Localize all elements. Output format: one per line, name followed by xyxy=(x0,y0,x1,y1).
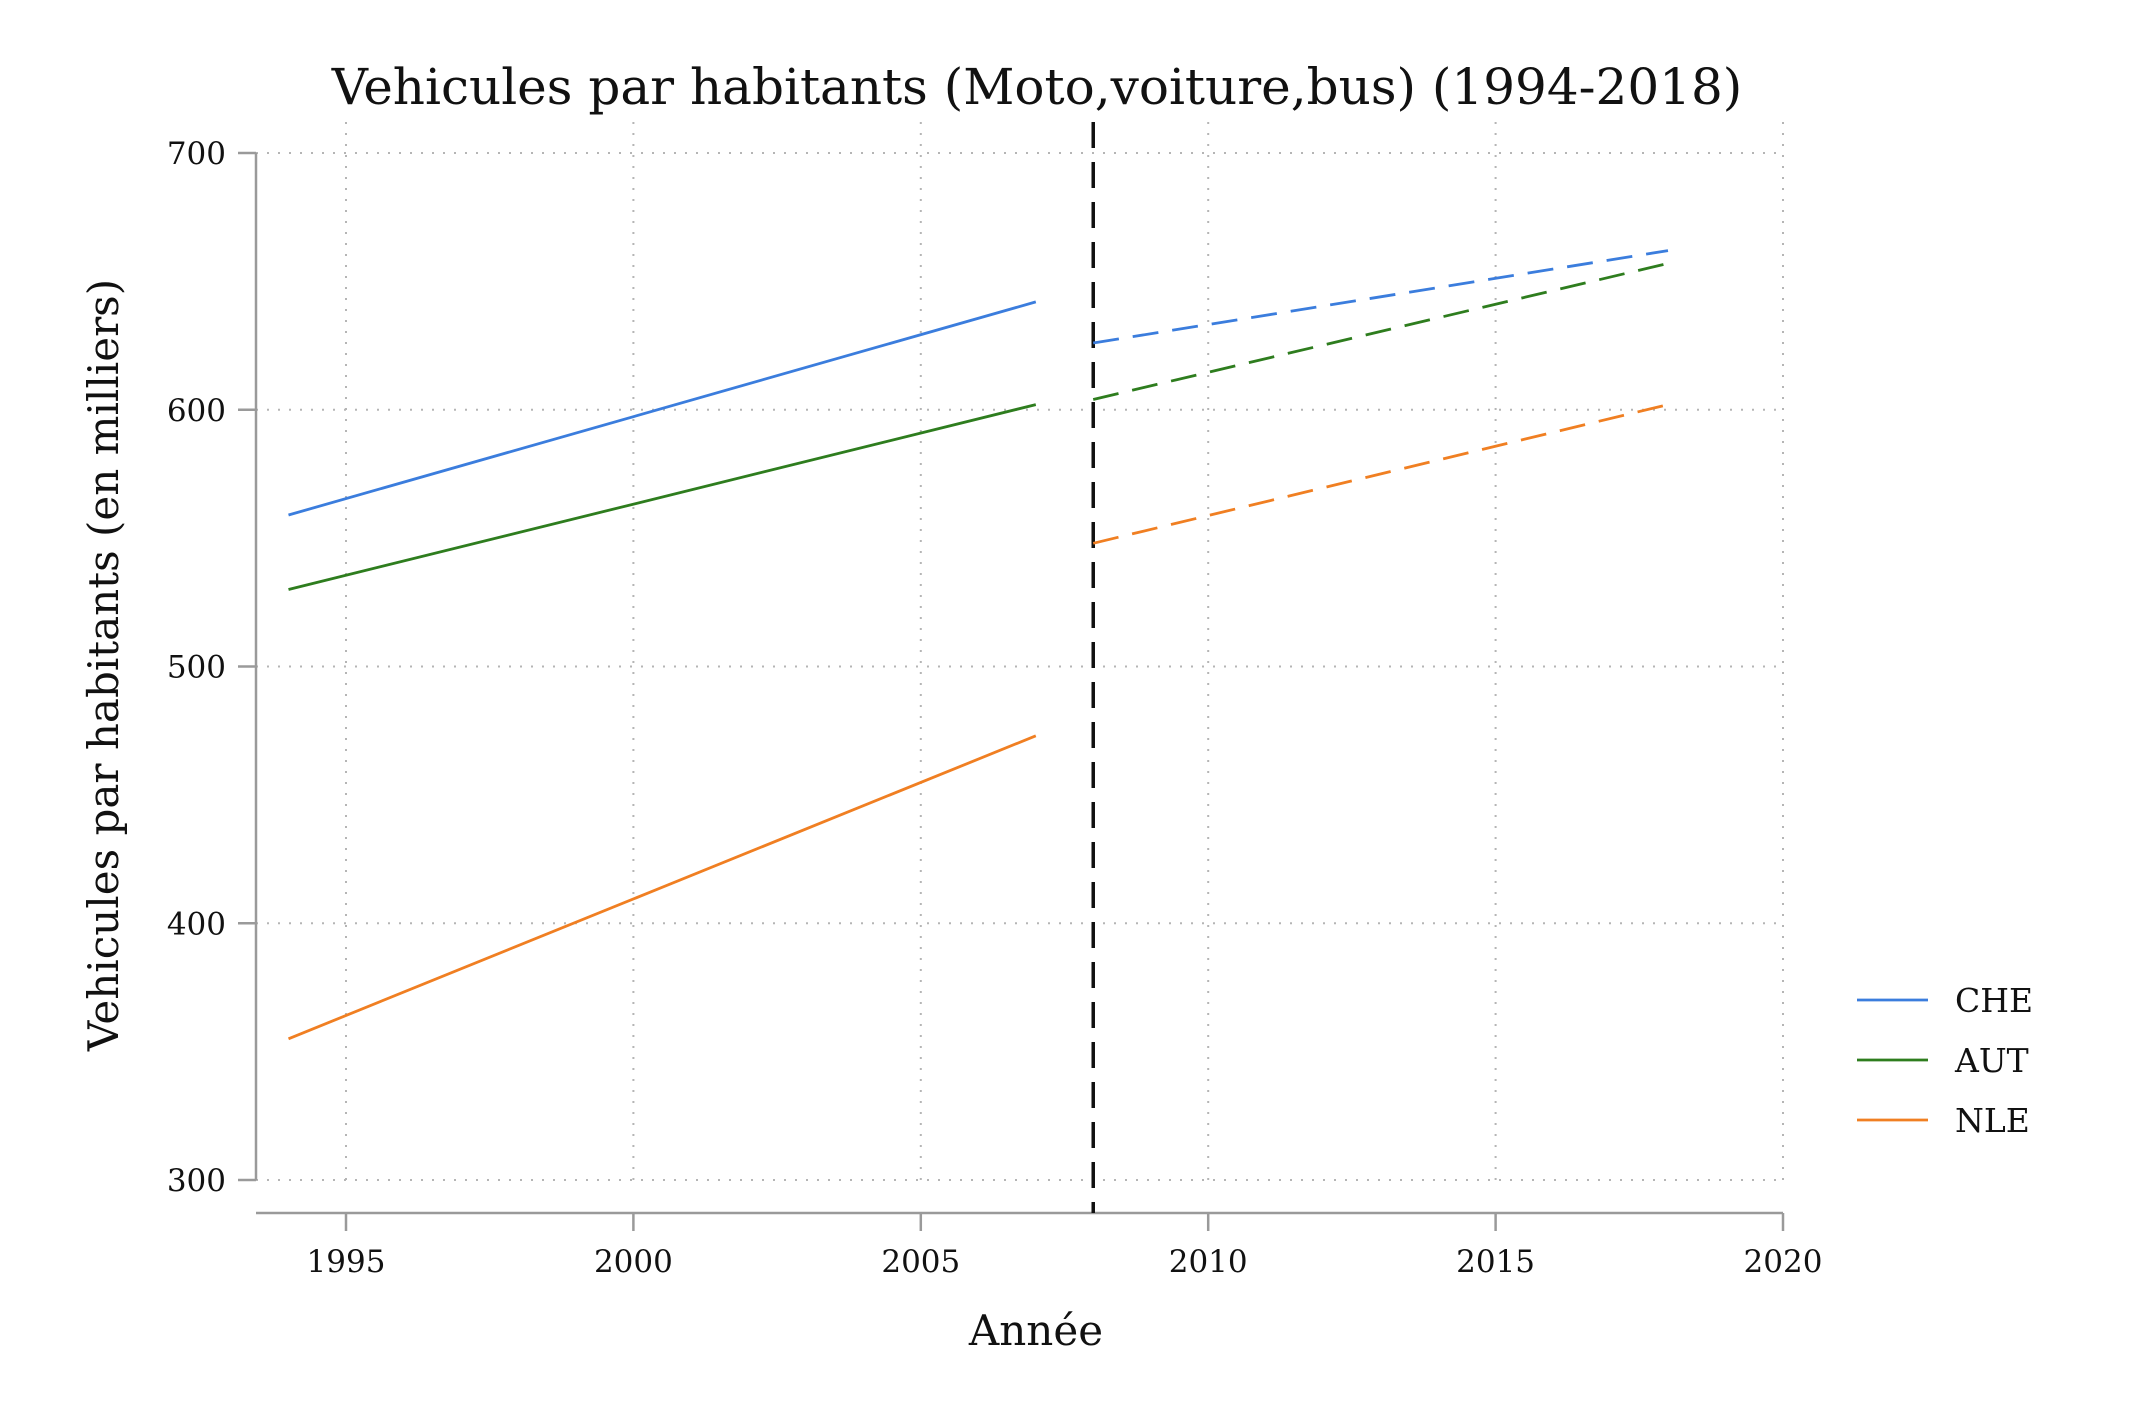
series-line-che-solid xyxy=(288,300,1037,517)
legend-label: CHE xyxy=(1955,981,2033,1020)
legend: CHE AUT NLE xyxy=(1857,981,2033,1140)
x-tick-label: 2000 xyxy=(594,1244,673,1280)
legend-label: AUT xyxy=(1954,1041,2029,1080)
y-tick-label: 300 xyxy=(167,1163,226,1199)
series-line-aut-solid xyxy=(288,403,1037,591)
y-tick-label: 600 xyxy=(167,393,226,429)
series-line-nle-solid xyxy=(287,734,1037,1041)
y-axis-title: Vehicules par habitants (en milliers) xyxy=(79,279,128,1052)
legend-label: NLE xyxy=(1955,1101,2030,1140)
x-tick-label: 2020 xyxy=(1744,1244,1823,1280)
series-line-che-dashed xyxy=(1092,249,1669,345)
x-tick-label: 2010 xyxy=(1169,1244,1248,1280)
x-tick-label: 1995 xyxy=(307,1244,386,1280)
x-ticks: 1995 2000 2005 2010 2015 2020 xyxy=(307,1213,1823,1280)
axes xyxy=(254,153,1783,1215)
chart-title: Vehicules par habitants (Moto,voiture,bu… xyxy=(331,58,1743,116)
y-tick-label: 500 xyxy=(167,650,226,686)
grid xyxy=(256,122,1784,1181)
x-tick-label: 2005 xyxy=(881,1244,960,1280)
series xyxy=(287,249,1669,1041)
y-tick-label: 700 xyxy=(167,136,226,172)
x-tick-label: 2015 xyxy=(1456,1244,1535,1280)
series-line-nle-dashed xyxy=(1092,403,1669,545)
y-ticks: 300 400 500 600 700 xyxy=(167,136,256,1199)
x-axis-title: Année xyxy=(968,1306,1103,1355)
series-line-aut-dashed xyxy=(1092,262,1669,401)
y-tick-label: 400 xyxy=(167,906,226,942)
